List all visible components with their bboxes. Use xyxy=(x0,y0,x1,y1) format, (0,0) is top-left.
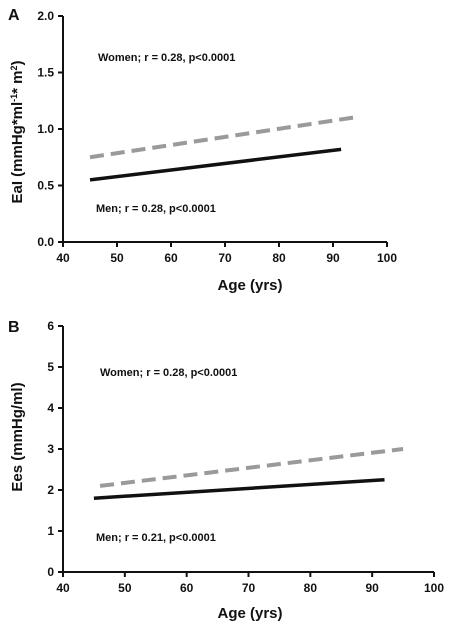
panel-b-x-tick-label: 90 xyxy=(365,581,379,595)
panel-b-y-tick-label: 2 xyxy=(47,483,54,497)
panel-a-annotation-women: Women; r = 0.28, p<0.0001 xyxy=(98,52,235,64)
panel-b-y-tick-label: 0 xyxy=(47,565,54,579)
panel-b-y-tick-label: 5 xyxy=(47,360,54,374)
panel-a-x-tick-label: 100 xyxy=(377,251,397,265)
panel-a-ylabel: EaI (mmHg*ml-1* m2) xyxy=(9,60,26,203)
panel-b-y-tick-label: 4 xyxy=(47,401,54,415)
panel-b-label: B xyxy=(8,319,20,336)
panel-a: A EaI (mmHg*ml-1* m2) Age (yrs) Women; r… xyxy=(8,7,397,294)
panel-a-y-tick-label: 1.0 xyxy=(37,122,54,136)
panel-b-x-tick-label: 40 xyxy=(56,581,70,595)
panel-a-annotation-men: Men; r = 0.28, p<0.0001 xyxy=(96,203,216,215)
panel-b-x-tick-label: 70 xyxy=(242,581,256,595)
panel-b-y-tick-label: 3 xyxy=(47,442,54,456)
panel-a-x-tick-label: 70 xyxy=(218,251,232,265)
panel-a-x-tick-label: 50 xyxy=(110,251,124,265)
panel-b-y-tick-label: 6 xyxy=(47,319,54,333)
panel-a-y-tick-label: 0.0 xyxy=(37,235,54,249)
panel-a-xlabel: Age (yrs) xyxy=(217,277,282,294)
panel-a-x-tick-label: 40 xyxy=(56,251,70,265)
panel-b-series-women-line xyxy=(99,447,404,488)
panel-b: B Ees (mmHg/ml) Age (yrs) Women; r = 0.2… xyxy=(8,319,444,622)
panel-a-x-tick-label: 80 xyxy=(272,251,286,265)
panel-b-x-tick-label: 50 xyxy=(118,581,132,595)
panel-a-y-tick-label: 1.5 xyxy=(37,66,54,80)
panel-a-x-tick-label: 90 xyxy=(326,251,340,265)
panel-a-label: A xyxy=(8,7,20,24)
panel-b-y-tick-label: 1 xyxy=(47,524,54,538)
panel-b-x-tick-label: 60 xyxy=(180,581,194,595)
panel-b-x-tick-label: 80 xyxy=(304,581,318,595)
panel-a-series-women-line xyxy=(89,114,361,160)
panel-b-ylabel: Ees (mmHg/ml) xyxy=(9,382,26,491)
panel-b-xlabel: Age (yrs) xyxy=(217,605,282,622)
panel-b-annotation-men: Men; r = 0.21, p<0.0001 xyxy=(96,532,216,544)
panel-a-y-tick-label: 0.5 xyxy=(37,179,54,193)
panel-b-series-men-line xyxy=(93,478,385,500)
panel-a-x-tick-label: 60 xyxy=(164,251,178,265)
panel-b-annotation-women: Women; r = 0.28, p<0.0001 xyxy=(100,367,237,379)
panel-b-x-tick-label: 100 xyxy=(424,581,444,595)
panel-a-y-tick-label: 2.0 xyxy=(37,9,54,23)
panel-a-series-men-line xyxy=(89,147,342,182)
